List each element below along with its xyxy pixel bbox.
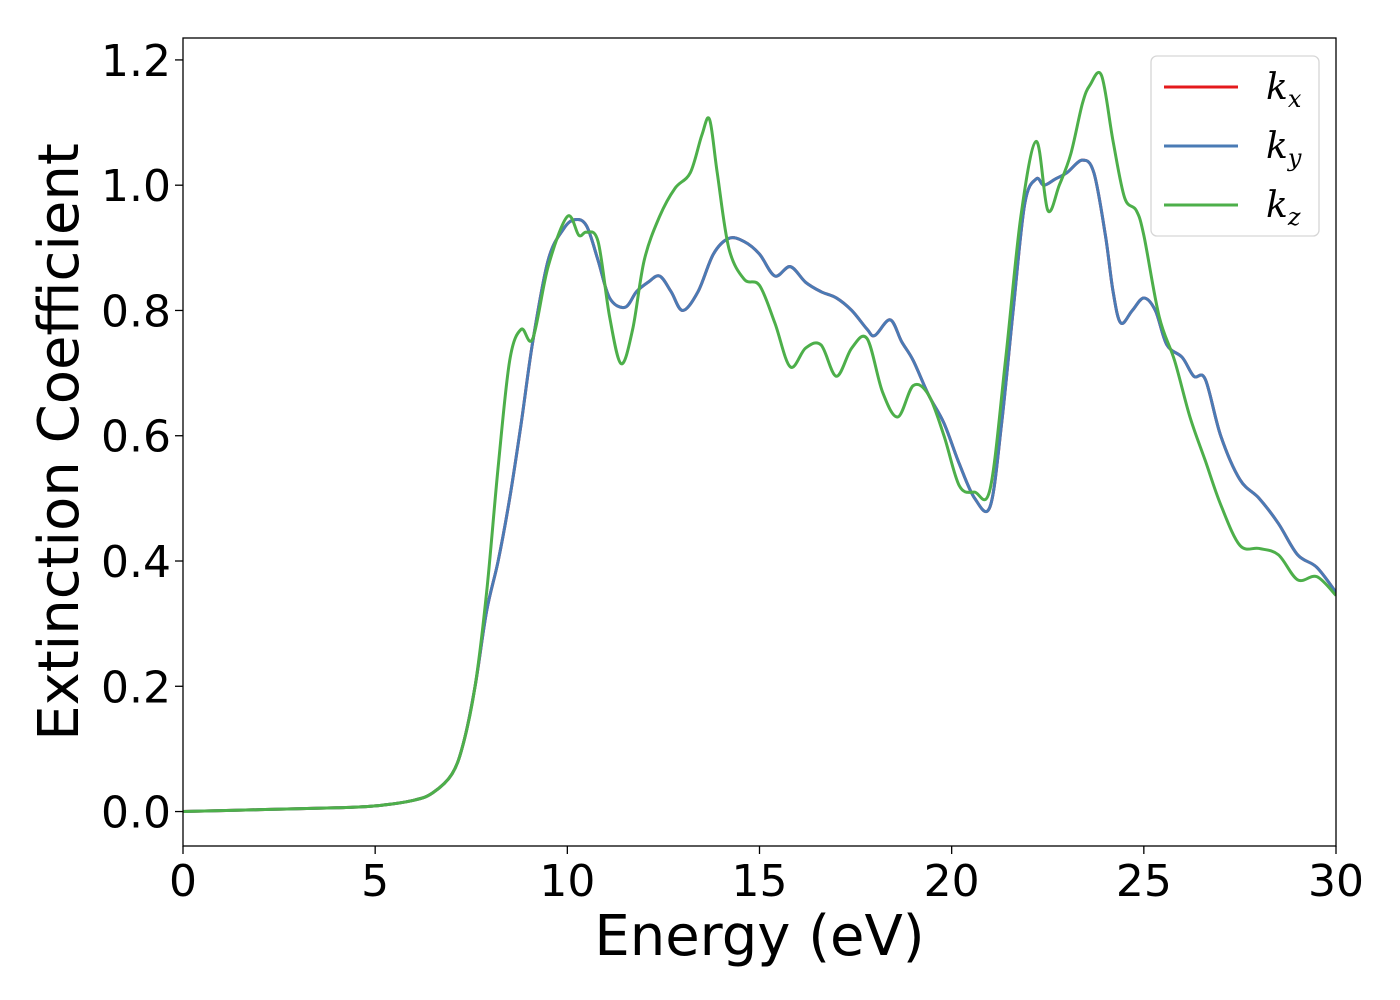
x-tick-label: 20 [924,856,980,907]
y-tick-label: 1.0 [101,161,171,212]
y-tick-label: 0.8 [101,286,171,337]
x-tick-label: 15 [732,856,788,907]
y-tick-label: 0.4 [101,537,171,588]
x-axis-title: Energy (eV) [594,904,924,969]
plot-lines [183,70,1336,814]
y-tick-label: 1.2 [101,36,171,87]
y-axis: 0.0 0.2 0.4 0.6 0.8 1.0 1.2 [101,36,183,839]
series-line-z [183,70,1336,814]
x-tick-label: 5 [361,856,389,907]
y-tick-label: 0.6 [101,412,171,463]
x-tick-label: 10 [539,856,595,907]
x-tick-label: 25 [1116,856,1172,907]
series-line-y [183,158,1336,814]
x-tick-label: 30 [1308,856,1364,907]
legend-label-x: kx [1266,67,1302,113]
legend-label-y: ky [1266,126,1302,172]
y-tick-label: 0.2 [101,662,171,713]
x-axis: 0 5 10 15 20 25 30 [169,846,1364,907]
legend: kx ky kz [1150,55,1320,237]
y-tick-label: 0.0 [101,788,171,839]
x-tick-label: 0 [169,856,197,907]
series-line-x [183,158,1336,814]
y-axis-title: Extinction Coefficient [27,143,92,741]
legend-label-z: kz [1266,185,1301,231]
